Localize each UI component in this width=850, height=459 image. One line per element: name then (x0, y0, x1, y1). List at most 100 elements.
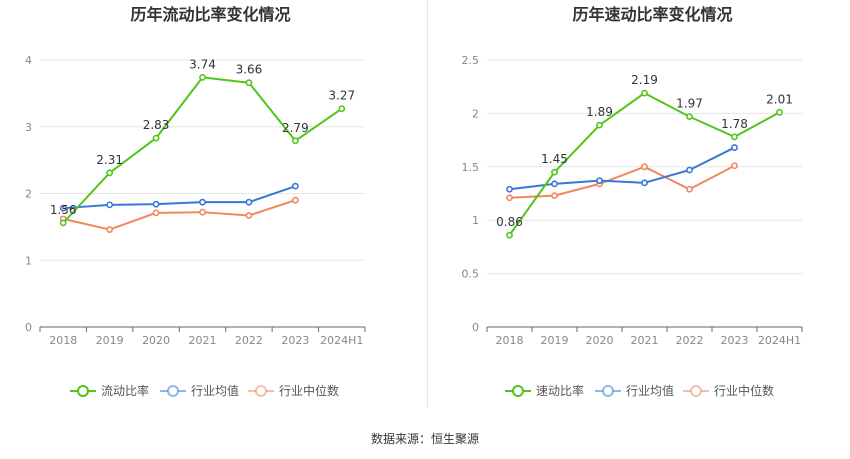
data-label: 1.89 (586, 105, 613, 119)
y-tick-label: 1 (472, 214, 479, 227)
current-ratio-chart: 历年流动比率变化情况 0 1 2 3 4 2018 2019 2020 2021 2022 2023 2… (0, 0, 425, 410)
y-tick-label: 2 (472, 107, 479, 120)
series-line-avg (63, 185, 296, 210)
chart-title: 历年流动比率变化情况 (130, 5, 290, 24)
data-point-median (731, 162, 738, 170)
data-point-main (506, 231, 513, 239)
legend-label: 行业中位数 (279, 383, 339, 398)
legend-item-median: 行业中位数 (683, 383, 774, 398)
legend-marker (167, 385, 179, 397)
legend-label: 流动比率 (101, 383, 149, 398)
legend-label: 行业均值 (191, 383, 239, 398)
legend-marker (602, 385, 614, 397)
data-point-avg (686, 166, 693, 174)
data-label: 3.66 (236, 63, 263, 77)
data-point-median (199, 208, 206, 216)
legend-marker (77, 385, 89, 397)
data-point-main (776, 108, 783, 116)
data-point-median (641, 163, 648, 171)
data-point-median (291, 196, 299, 204)
data-point-avg (152, 200, 160, 208)
legend-item-avg: 行业均值 (595, 383, 674, 398)
y-tick-label: 0 (472, 321, 479, 334)
data-point-avg (731, 144, 738, 151)
data-label: 2.01 (766, 92, 793, 106)
data-point-avg (596, 177, 603, 185)
x-tick-label: 2023 (721, 334, 749, 347)
data-point-avg (291, 182, 299, 190)
data-point-main (199, 73, 206, 81)
quick-ratio-chart-svg: 历年速动比率变化情况 0 0.5 1 1.5 2 2.5 2018 2019 2020 2021 20… (462, 5, 803, 398)
series-line-median (62, 199, 296, 231)
data-point-main (106, 169, 114, 177)
x-tick-label: 2021 (631, 334, 659, 347)
series-line-avg (509, 146, 735, 191)
y-tick-label: 0 (25, 321, 32, 334)
y-tick-label: 1 (25, 254, 32, 267)
data-label: 3.27 (328, 89, 355, 103)
current-ratio-chart-svg: 历年流动比率变化情况 0 1 2 3 4 2018 2019 2020 2021 2022 2023 2… (25, 5, 366, 398)
legend-label: 速动比率 (536, 383, 584, 398)
y-tick-label: 2 (25, 188, 32, 201)
quick-ratio-chart: 历年速动比率变化情况 0 0.5 1 1.5 2 2.5 2018 2019 2020 2021 20… (425, 0, 850, 410)
legend-item-median: 行业中位数 (248, 383, 339, 398)
x-tick-label: 2020 (142, 334, 170, 347)
data-label: 2.31 (96, 153, 123, 167)
data-point-median (152, 209, 160, 217)
data-point-avg (641, 179, 648, 187)
x-tick-label: 2020 (586, 334, 614, 347)
y-tick-label: 0.5 (462, 268, 480, 281)
data-point-median (506, 194, 513, 202)
chart-title: 历年速动比率变化情况 (572, 5, 732, 24)
legend-item-avg: 行业均值 (160, 383, 239, 398)
x-tick-label: 2022 (235, 334, 263, 347)
x-tick-label: 2024H1 (758, 334, 801, 347)
data-point-median (686, 185, 693, 193)
x-tick-label: 2019 (541, 334, 569, 347)
x-tick-label: 2021 (189, 334, 217, 347)
data-point-main (731, 133, 738, 141)
series-line-median (509, 164, 735, 199)
y-tick-label: 1.5 (462, 161, 480, 174)
y-tick-label: 3 (25, 121, 32, 134)
legend-marker (512, 385, 524, 397)
legend-item-main: 速动比率 (505, 383, 584, 398)
legend-marker (690, 385, 702, 397)
panel-divider (427, 0, 428, 408)
data-label: 1.97 (676, 97, 703, 111)
x-tick-label: 2019 (96, 334, 124, 347)
data-point-avg (506, 185, 513, 193)
data-point-median (245, 212, 253, 219)
data-label: 3.74 (189, 57, 216, 71)
data-point-median (106, 226, 114, 233)
legend-label: 行业均值 (626, 383, 674, 398)
data-point-main (338, 105, 346, 113)
x-tick-label: 2018 (496, 334, 524, 347)
data-point-main (59, 219, 67, 227)
data-label: 2.79 (282, 121, 309, 135)
x-tick-label: 2024H1 (320, 334, 363, 347)
data-point-avg (245, 198, 253, 206)
legend-marker (255, 385, 267, 397)
data-point-avg (551, 180, 558, 188)
y-tick-label: 2.5 (462, 54, 480, 67)
data-point-avg (59, 204, 67, 212)
data-point-avg (106, 201, 114, 209)
legend-item-main: 流动比率 (70, 383, 149, 398)
y-tick-label: 4 (25, 54, 32, 67)
x-tick-label: 2018 (49, 334, 77, 347)
x-tick-label: 2022 (676, 334, 704, 347)
x-tick-label: 2023 (281, 334, 309, 347)
data-label: 1.45 (541, 152, 568, 166)
data-point-main (152, 134, 160, 142)
data-label: 1.56 (50, 203, 77, 217)
data-point-main (596, 121, 603, 129)
data-point-main (291, 137, 299, 145)
data-label: 0.86 (496, 215, 523, 229)
legend-label: 行业中位数 (714, 383, 774, 398)
data-point-main (245, 79, 253, 87)
data-label: 2.83 (143, 118, 170, 132)
data-point-median (551, 192, 558, 200)
data-point-avg (199, 198, 206, 206)
data-point-main (686, 113, 693, 121)
